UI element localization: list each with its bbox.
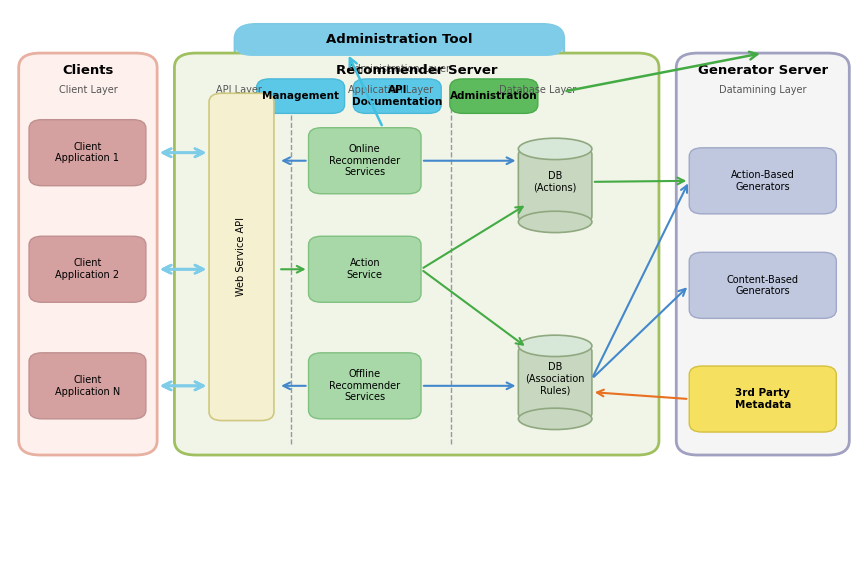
FancyBboxPatch shape (235, 24, 564, 56)
Text: Administration Tool: Administration Tool (326, 33, 473, 46)
Text: Content-Based
Generators: Content-Based Generators (727, 275, 799, 296)
FancyBboxPatch shape (209, 93, 274, 421)
FancyBboxPatch shape (689, 366, 837, 432)
FancyBboxPatch shape (689, 148, 837, 214)
Text: Web Service API: Web Service API (236, 218, 247, 297)
Text: Client Layer: Client Layer (58, 85, 117, 95)
Ellipse shape (518, 138, 592, 160)
Text: Clients: Clients (62, 64, 114, 77)
FancyBboxPatch shape (174, 53, 659, 455)
Text: API
Documentation: API Documentation (352, 85, 443, 107)
Text: Online
Recommender
Services: Online Recommender Services (329, 144, 400, 177)
FancyBboxPatch shape (29, 236, 146, 302)
Ellipse shape (518, 335, 592, 357)
FancyBboxPatch shape (29, 353, 146, 419)
FancyBboxPatch shape (450, 79, 538, 113)
Text: Offline
Recommender
Services: Offline Recommender Services (329, 369, 400, 402)
Text: 3rd Party
Metadata: 3rd Party Metadata (734, 388, 791, 410)
Text: Client
Application 1: Client Application 1 (56, 142, 120, 163)
Ellipse shape (518, 211, 592, 233)
FancyBboxPatch shape (689, 252, 837, 319)
Text: Database Layer: Database Layer (499, 85, 576, 95)
Text: Datamining Layer: Datamining Layer (719, 85, 806, 95)
FancyBboxPatch shape (257, 79, 345, 113)
Text: Generator Server: Generator Server (698, 64, 828, 77)
Text: DB
(Association
Rules): DB (Association Rules) (525, 362, 585, 395)
FancyBboxPatch shape (308, 128, 421, 194)
FancyBboxPatch shape (308, 236, 421, 302)
Ellipse shape (518, 408, 592, 429)
FancyBboxPatch shape (29, 119, 146, 186)
FancyBboxPatch shape (518, 346, 592, 419)
FancyBboxPatch shape (676, 53, 849, 455)
Text: Recommender Server: Recommender Server (336, 64, 497, 77)
Text: API Layer: API Layer (216, 85, 262, 95)
Text: Client
Application 2: Client Application 2 (56, 258, 120, 280)
Text: Application Layer: Application Layer (348, 85, 433, 95)
FancyBboxPatch shape (235, 24, 564, 128)
Text: Administration Layer: Administration Layer (348, 64, 450, 74)
Text: Action
Service: Action Service (347, 258, 383, 280)
Text: DB
(Actions): DB (Actions) (534, 171, 577, 193)
FancyBboxPatch shape (19, 53, 157, 455)
Text: Administration: Administration (450, 91, 537, 101)
Text: Client
Application N: Client Application N (55, 375, 120, 396)
FancyBboxPatch shape (308, 353, 421, 419)
FancyBboxPatch shape (353, 79, 441, 113)
Text: Action-Based
Generators: Action-Based Generators (731, 170, 795, 192)
FancyBboxPatch shape (518, 149, 592, 222)
Text: Management: Management (262, 91, 339, 101)
